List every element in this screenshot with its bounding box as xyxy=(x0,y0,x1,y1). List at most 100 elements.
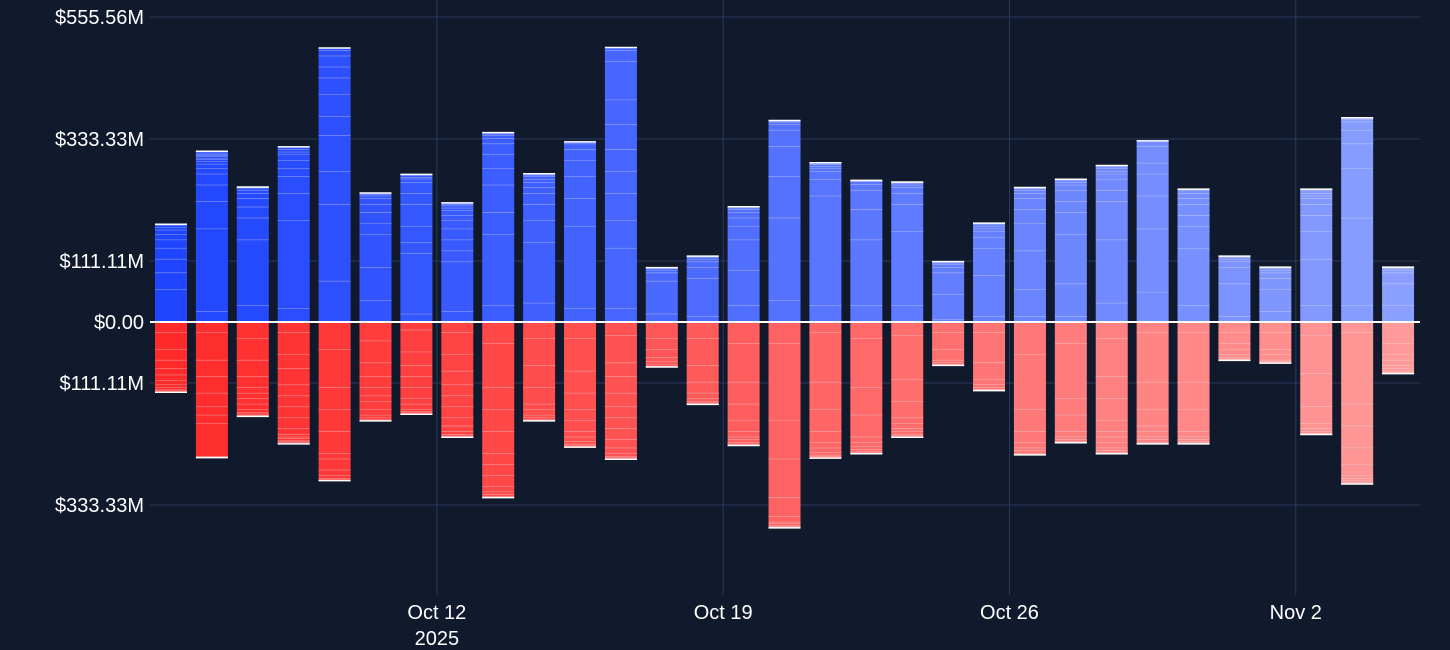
bar-segment-inflow xyxy=(1136,173,1169,196)
bar-segment-outflow xyxy=(1341,478,1374,482)
bar-segment-inflow xyxy=(564,141,597,144)
bar-segment-outflow xyxy=(236,404,269,410)
bar-segment-outflow xyxy=(850,442,883,448)
bar-segment-outflow xyxy=(1382,360,1415,366)
bar-segment-inflow xyxy=(604,247,637,309)
bar-segment-outflow xyxy=(1095,420,1128,432)
bar-segment-inflow xyxy=(645,268,678,270)
bar-segment-inflow xyxy=(1382,272,1415,284)
bar-segment-inflow xyxy=(1013,190,1046,193)
bar-segment-outflow xyxy=(1136,437,1169,441)
bar-segment-inflow xyxy=(1095,179,1128,191)
bar-segment-inflow xyxy=(318,66,351,78)
bar-segment-outflow xyxy=(236,409,269,413)
bar-segment-outflow xyxy=(441,426,474,432)
bar-segment-outflow xyxy=(1177,440,1210,442)
bar-segment-inflow xyxy=(318,50,351,56)
bar-segment-outflow xyxy=(1013,409,1046,432)
bar-segment-outflow xyxy=(1259,360,1292,363)
bar-segment-outflow xyxy=(359,396,392,402)
bar-segment-inflow xyxy=(727,305,760,322)
bar-segment-inflow xyxy=(236,188,269,191)
bar-segment-inflow xyxy=(400,192,433,204)
bar-segment-outflow xyxy=(564,437,597,442)
bar-segment-inflow xyxy=(155,289,187,322)
bar-segment-inflow xyxy=(318,280,351,322)
x-tick-label: Oct 12 xyxy=(407,602,466,624)
bar-segment-outflow xyxy=(564,393,597,410)
bar-segment-inflow xyxy=(359,300,392,322)
bar-segment-outflow xyxy=(277,418,310,430)
bar-segment-outflow xyxy=(1054,398,1087,416)
bar-segment-outflow xyxy=(1300,429,1333,432)
bar-segment-outflow xyxy=(400,376,433,388)
bar-segment-inflow xyxy=(850,190,883,210)
bar-segment-outflow xyxy=(645,364,678,367)
bar-segment-inflow xyxy=(236,305,269,322)
bar-segment-outflow xyxy=(891,431,924,435)
bar-segment-outflow xyxy=(891,322,924,336)
bar-segment-inflow xyxy=(1054,190,1087,202)
bar-segment-outflow xyxy=(809,448,842,453)
bar-segment-outflow xyxy=(1013,354,1046,410)
bar-segment-inflow xyxy=(1054,212,1087,235)
bar-segment-outflow xyxy=(973,385,1006,388)
bar-segment-inflow xyxy=(441,311,474,322)
bar-segment-inflow xyxy=(359,234,392,268)
bar-segment-outflow xyxy=(400,409,433,412)
bar-segment-outflow xyxy=(1136,382,1169,410)
bar-segment-outflow xyxy=(400,387,433,399)
bar-segment-inflow xyxy=(482,143,515,155)
bar-segment-outflow xyxy=(441,431,474,435)
bar-segment-outflow xyxy=(1013,322,1046,355)
bar-segment-outflow xyxy=(850,449,883,452)
bar-segment-outflow xyxy=(727,322,760,344)
bar-segment-inflow xyxy=(645,272,678,281)
bar-segment-inflow xyxy=(195,184,228,202)
bar-segment-outflow xyxy=(1259,322,1292,333)
bar-segment-inflow xyxy=(1177,247,1210,306)
bar-segment-inflow xyxy=(768,176,801,218)
bar-segment-outflow xyxy=(727,420,760,432)
bar-segment-outflow xyxy=(523,338,556,366)
bar-segment-inflow xyxy=(1054,283,1087,317)
bar-segment-outflow xyxy=(1177,332,1210,383)
bar-segment-outflow xyxy=(809,332,842,383)
bar-segment-inflow xyxy=(1177,305,1210,322)
bar-segment-outflow xyxy=(1095,431,1128,438)
bar-segment-outflow xyxy=(1013,448,1046,452)
bar-segment-outflow xyxy=(564,431,597,438)
bar-segment-inflow xyxy=(236,217,269,240)
bar-segment-outflow xyxy=(1341,464,1374,476)
bar-segment-outflow xyxy=(400,330,433,353)
bar-segment-outflow xyxy=(564,322,597,339)
bar-segment-inflow xyxy=(441,207,474,211)
bar-segment-inflow xyxy=(195,157,228,160)
bar-segment-outflow xyxy=(809,409,842,432)
bar-segment-inflow xyxy=(1300,192,1333,196)
bar-segment-inflow xyxy=(891,231,924,306)
bar-segment-outflow xyxy=(482,431,515,454)
bar-segment-outflow xyxy=(400,398,433,405)
bar-segment-inflow xyxy=(1300,203,1333,215)
bar-segment-inflow xyxy=(564,225,597,309)
bar-segment-outflow xyxy=(359,401,392,410)
bar-segment-outflow xyxy=(359,376,392,388)
bar-segment-inflow xyxy=(318,55,351,67)
bar-segment-outflow xyxy=(1177,431,1210,438)
bar-segment-inflow xyxy=(482,133,515,136)
bar-segment-inflow xyxy=(277,192,310,221)
bar-segment-inflow xyxy=(727,269,760,306)
bar-segment-inflow xyxy=(195,173,228,185)
bar-segment-outflow xyxy=(768,343,801,421)
bar-segment-inflow xyxy=(686,258,719,262)
bar-segment-outflow xyxy=(1177,409,1210,432)
bar-segment-inflow xyxy=(195,161,228,164)
bar-segment-outflow xyxy=(1218,332,1251,344)
bars xyxy=(155,46,1415,529)
bar-segment-inflow xyxy=(1259,268,1292,270)
bar-segment-inflow xyxy=(359,195,392,199)
bar-segment-outflow xyxy=(604,335,637,364)
bar-segment-outflow xyxy=(1054,415,1087,432)
bar-segment-outflow xyxy=(277,368,310,386)
